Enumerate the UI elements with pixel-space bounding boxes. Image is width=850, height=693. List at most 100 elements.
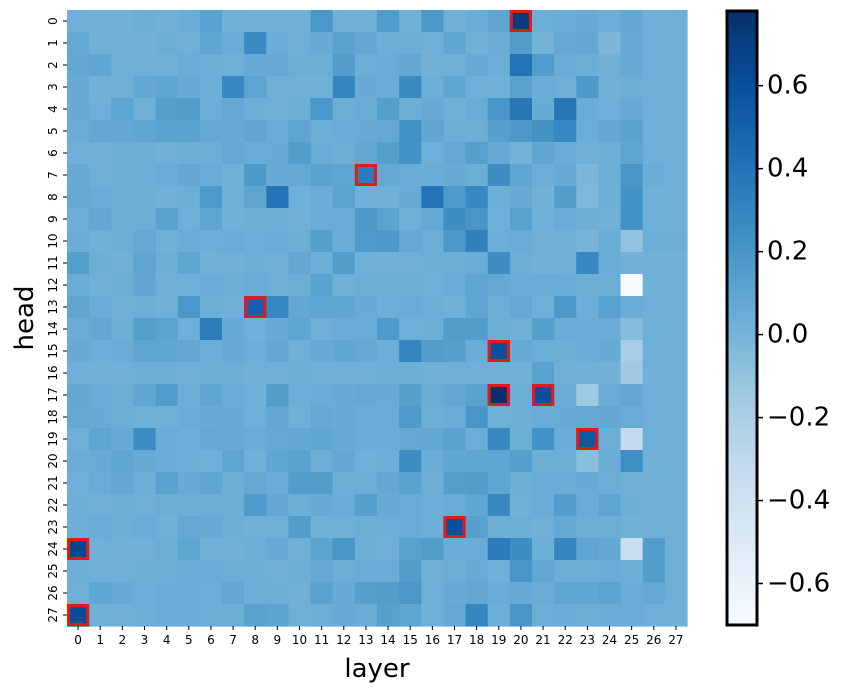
heatmap-cell-h5-l16 — [421, 120, 445, 143]
heatmap-cell-h15-l17 — [443, 340, 467, 363]
y-tick-label: 10 — [46, 233, 60, 248]
heatmap-cell-h10-l16 — [421, 230, 445, 253]
x-tick-label: 27 — [668, 633, 683, 647]
heatmap-cell-h4-l4 — [155, 98, 179, 121]
heatmap-cell-h14-l14 — [377, 318, 400, 341]
heatmap-cell-h22-l24 — [598, 494, 622, 517]
heatmap-cell-h25-l5 — [177, 560, 201, 583]
heatmap-cell-h4-l2 — [111, 98, 135, 121]
heatmap-cell-h26-l26 — [642, 582, 666, 605]
x-tick-label: 26 — [646, 633, 661, 647]
heatmap-cell-h11-l13 — [354, 252, 378, 275]
heatmap-cell-h11-l9 — [266, 252, 290, 275]
y-tick-label: 2 — [46, 61, 60, 69]
heatmap-cell-h10-l5 — [177, 230, 201, 253]
heatmap-cell-h15-l1 — [89, 340, 112, 363]
heatmap-cell-h7-l14 — [377, 164, 400, 187]
heatmap-cell-h26-l27 — [664, 582, 688, 605]
heatmap-cell-h6-l24 — [598, 142, 622, 165]
heatmap-cell-h2-l20 — [509, 54, 533, 77]
heatmap-cell-h16-l5 — [177, 362, 201, 385]
heatmap-cell-h3-l15 — [399, 76, 422, 99]
heatmap-cell-h21-l20 — [509, 472, 533, 495]
heatmap-cell-h24-l20 — [509, 538, 533, 561]
heatmap-cell-h8-l20 — [509, 186, 533, 209]
heatmap-cell-h19-l10 — [288, 428, 312, 451]
heatmap-cell-h23-l1 — [89, 516, 112, 539]
heatmap-cell-h8-l12 — [332, 186, 356, 209]
heatmap-cell-h5-l14 — [377, 120, 400, 143]
heatmap-cell-h7-l0 — [67, 164, 90, 187]
heatmap-cell-h16-l20 — [509, 362, 533, 385]
heatmap-cell-h23-l17 — [443, 516, 467, 539]
heatmap-cell-h20-l6 — [199, 450, 223, 473]
y-tick-label: 17 — [46, 387, 60, 402]
heatmap-cell-h9-l25 — [620, 208, 644, 231]
heatmap-cell-h15-l3 — [133, 340, 157, 363]
heatmap-cell-h9-l15 — [399, 208, 422, 231]
heatmap-cell-h8-l0 — [67, 186, 90, 209]
y-tick-label: 22 — [46, 497, 60, 512]
heatmap-cell-h3-l22 — [554, 76, 577, 99]
heatmap-cell-h0-l14 — [377, 10, 400, 33]
heatmap-cell-h13-l26 — [642, 296, 666, 319]
heatmap-cell-h23-l14 — [377, 516, 400, 539]
heatmap-cell-h22-l17 — [443, 494, 467, 517]
heatmap-cell-h19-l22 — [554, 428, 577, 451]
heatmap-cell-h22-l10 — [288, 494, 312, 517]
heatmap-cell-h13-l1 — [89, 296, 112, 319]
heatmap-cell-h22-l12 — [332, 494, 356, 517]
heatmap-cell-h3-l24 — [598, 76, 622, 99]
heatmap-cell-h1-l5 — [177, 32, 201, 55]
heatmap-cell-h22-l14 — [377, 494, 400, 517]
heatmap-cell-h22-l1 — [89, 494, 112, 517]
heatmap-cell-h12-l1 — [89, 274, 112, 297]
colorbar-tick-label: 0.6 — [767, 71, 808, 101]
heatmap-cell-h21-l1 — [89, 472, 112, 495]
heatmap-cell-h11-l20 — [509, 252, 533, 275]
heatmap-cell-h9-l10 — [288, 208, 312, 231]
heatmap-cell-h0-l16 — [421, 10, 445, 33]
heatmap-cell-h21-l5 — [177, 472, 201, 495]
x-tick-label: 16 — [425, 633, 440, 647]
heatmap-cell-h11-l22 — [554, 252, 577, 275]
heatmap-cell-h15-l23 — [576, 340, 600, 363]
heatmap-cell-h19-l0 — [67, 428, 90, 451]
heatmap-cell-h0-l5 — [177, 10, 201, 33]
heatmap-cell-h9-l23 — [576, 208, 600, 231]
heatmap-cell-h1-l7 — [222, 32, 245, 55]
heatmap-cells — [67, 10, 688, 627]
heatmap-cell-h13-l24 — [598, 296, 622, 319]
heatmap-cell-h1-l3 — [133, 32, 157, 55]
heatmap-cell-h17-l14 — [377, 384, 400, 407]
heatmap-cell-h19-l27 — [664, 428, 688, 451]
heatmap-cell-h10-l20 — [509, 230, 533, 253]
heatmap-cell-h23-l24 — [598, 516, 622, 539]
heatmap-cell-h23-l21 — [532, 516, 555, 539]
heatmap-cell-h19-l7 — [222, 428, 245, 451]
heatmap-cell-h8-l13 — [354, 186, 378, 209]
heatmap-cell-h17-l9 — [266, 384, 290, 407]
heatmap-cell-h25-l4 — [155, 560, 179, 583]
heatmap-cell-h17-l3 — [133, 384, 157, 407]
heatmap-cell-h0-l21 — [532, 10, 555, 33]
heatmap-cell-h2-l27 — [664, 54, 688, 77]
heatmap-cell-h9-l21 — [532, 208, 555, 231]
heatmap-cell-h18-l15 — [399, 406, 422, 429]
heatmap-cell-h18-l24 — [598, 406, 622, 429]
heatmap-cell-h1-l1 — [89, 32, 112, 55]
heatmap-cell-h18-l17 — [443, 406, 467, 429]
heatmap-cell-h20-l20 — [509, 450, 533, 473]
heatmap-cell-h20-l27 — [664, 450, 688, 473]
heatmap-cell-h26-l6 — [199, 582, 223, 605]
heatmap-cell-h20-l14 — [377, 450, 400, 473]
heatmap-cell-h9-l24 — [598, 208, 622, 231]
heatmap-cell-h13-l11 — [310, 296, 334, 319]
heatmap-cell-h2-l24 — [598, 54, 622, 77]
heatmap-cell-h2-l11 — [310, 54, 334, 77]
x-tick-label: 5 — [185, 633, 193, 647]
heatmap-cell-h1-l17 — [443, 32, 467, 55]
heatmap-cell-h17-l0 — [67, 384, 90, 407]
heatmap-cell-h22-l6 — [199, 494, 223, 517]
heatmap-cell-h0-l1 — [89, 10, 112, 33]
